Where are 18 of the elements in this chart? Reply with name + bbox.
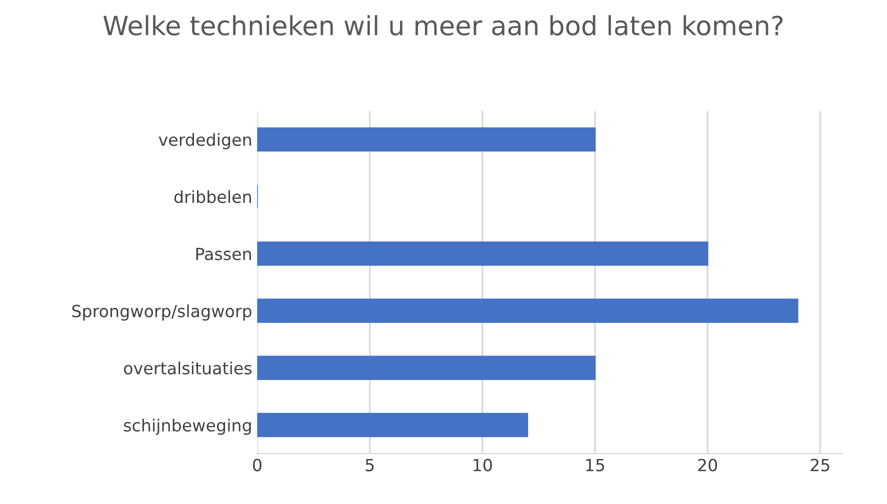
x-tick-label: 0 — [253, 458, 262, 472]
y-tick-label: overtalsituaties — [124, 362, 252, 374]
x-tick-label: 10 — [474, 458, 492, 472]
bar — [257, 127, 596, 152]
bar — [257, 298, 798, 323]
y-tick-label: verdedigen — [158, 133, 251, 150]
x-tick-label: 15 — [586, 458, 604, 472]
y-tick-label: schijnbeweging — [124, 418, 251, 435]
x-tick-label: 25 — [810, 458, 830, 472]
y-tick-label: dribbelen — [174, 190, 251, 204]
y-tick-label: Passen — [196, 248, 251, 260]
bar — [257, 412, 528, 438]
x-tick-label: 20 — [698, 458, 718, 472]
bar — [257, 356, 596, 380]
x-tick-label: 5 — [366, 458, 374, 472]
y-tick-label: Sprongworp/slagworp — [72, 304, 252, 321]
bar — [257, 242, 708, 266]
chart-title: Welke technieken wil u meer aan bod laten komen? — [103, 15, 783, 36]
